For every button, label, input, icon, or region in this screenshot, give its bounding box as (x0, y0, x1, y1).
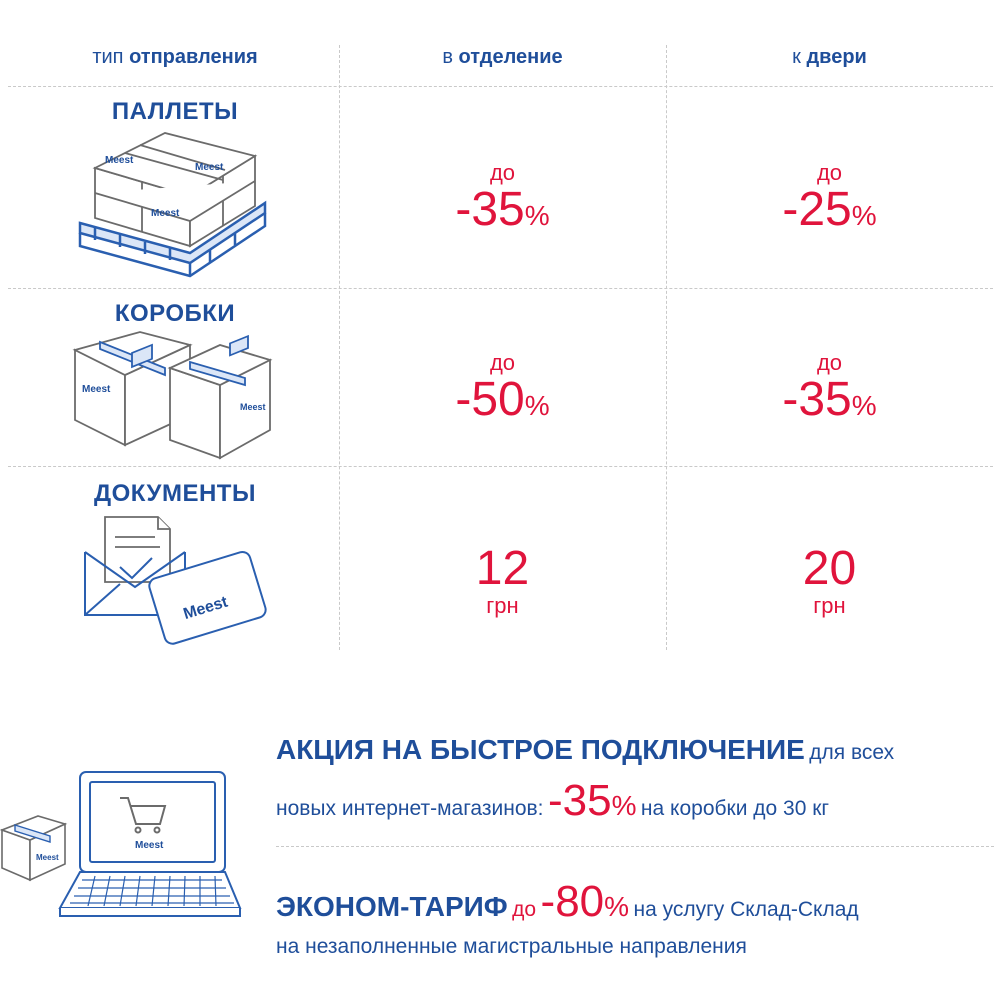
column-header-door: к двери (792, 46, 867, 68)
documents-icon: Meest (84, 516, 267, 645)
promo2-headline: ЭКОНОМ-ТАРИФ (276, 891, 508, 922)
row-title-boxes: КОРОБКИ (114, 300, 236, 327)
pallet-icon: Meest Meest Meest (78, 132, 267, 278)
grid-divider-horizontal-3 (8, 466, 993, 467)
promo-divider (276, 846, 994, 847)
discount-pallets-branch: до -35% (455, 160, 550, 236)
boxes-icon: Meest Meest (72, 331, 273, 460)
price-documents-branch: 12 грн (475, 542, 530, 619)
promo1-headline: АКЦИЯ НА БЫСТРОЕ ПОДКЛЮЧЕНИЕ (276, 734, 805, 765)
small-box-logo: Meest (36, 853, 59, 862)
column-header-branch: в отделение (442, 46, 563, 68)
price-documents-door: 20 грн (802, 542, 857, 619)
promo1-discount: -35 (547, 776, 612, 825)
grid-divider-horizontal-2 (8, 288, 993, 289)
boxes-logo-1: Meest (82, 384, 111, 395)
promo-fast-connection: АКЦИЯ НА БЫСТРОЕ ПОДКЛЮЧЕНИЕ для всех но… (276, 734, 895, 825)
laptop-logo: Meest (135, 840, 164, 851)
pallet-logo-2: Meest (195, 162, 224, 173)
discount-pallets-door: до -25% (782, 160, 877, 236)
promo-economy-tariff: ЭКОНОМ-ТАРИФ до -80% на услугу Склад-Скл… (276, 877, 859, 959)
boxes-logo-2: Meest (240, 402, 266, 412)
grid-divider-vertical-1 (339, 45, 340, 650)
discount-boxes-branch: до -50% (455, 350, 550, 426)
grid-divider-vertical-2 (666, 45, 667, 650)
row-title-pallets: ПАЛЛЕТЫ (111, 98, 239, 125)
grid-divider-horizontal-1 (8, 86, 993, 87)
column-header-type: тип отправления (92, 46, 258, 68)
pallet-logo-3: Meest (151, 208, 180, 219)
promo2-discount: -80 (540, 877, 605, 926)
laptop-shop-icon: Meest Meest (0, 771, 242, 917)
pallet-logo-1: Meest (105, 155, 134, 166)
discount-boxes-door: до -35% (782, 350, 877, 426)
row-title-documents: ДОКУМЕНТЫ (94, 480, 256, 507)
